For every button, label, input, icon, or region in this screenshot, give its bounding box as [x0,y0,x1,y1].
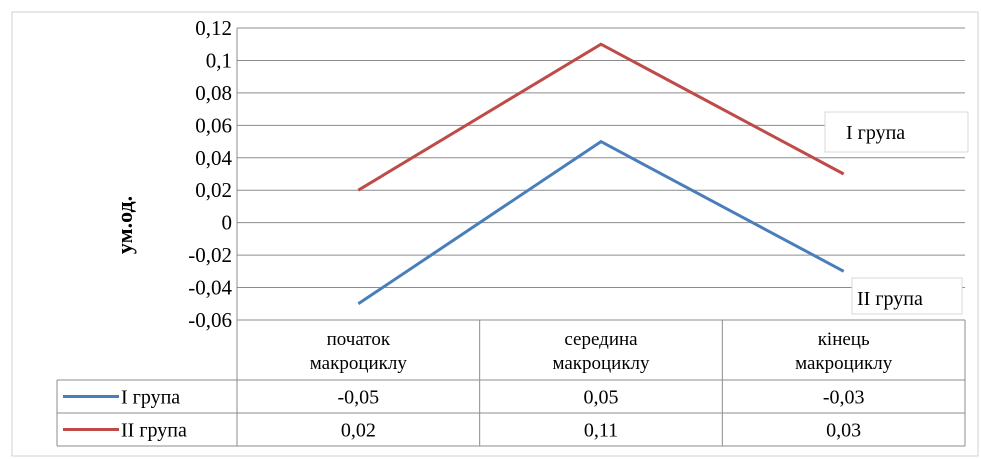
annotation-ii-group: I група [824,111,969,153]
y-tick-label: 0,06 [195,113,232,137]
x-category-label: кінець [818,329,870,350]
series-line [357,42,845,192]
data-table-cell: 0,11 [584,420,618,442]
legend-label: I група [121,387,180,409]
x-category-label: макроциклу [310,353,408,374]
series-line [357,139,845,306]
x-category-label: середина [564,329,638,350]
y-tick-label: 0,12 [195,16,232,40]
y-tick-label: 0,02 [195,178,232,202]
chart-border [11,11,979,457]
y-tick-label: -0,06 [188,308,232,332]
legend-label: II група [121,420,187,442]
y-axis-label: ум.од. [112,196,137,254]
y-tick-label: 0 [222,211,233,235]
data-table-cell: -0,03 [823,387,865,409]
y-tick-labels: 0,12 0,1 0,08 0,06 0,04 0,02 0 -0,02 -0,04 -0,06 [188,16,232,332]
y-tick-label: -0,02 [188,243,232,267]
y-tick-label: 0,1 [206,48,232,72]
y-tick-label: 0,08 [195,81,232,105]
data-table-cell: 0,03 [826,420,861,442]
annotation-i-group: II група [851,277,963,315]
data-table-cell: -0,05 [337,387,379,409]
y-tick-label: 0,04 [195,146,232,170]
data-table: початок макроциклу середина макроциклу кінец… [56,320,966,447]
y-tick-label: -0,04 [188,276,232,300]
gridlines [236,27,965,321]
annotation-ii-group-text: I група [846,122,905,144]
x-category-label: макроциклу [795,353,893,374]
series-lines [357,42,845,306]
x-category-label: початок [327,329,391,350]
annotation-i-group-text: II група [857,288,923,310]
data-table-cell: 0,05 [584,387,619,409]
data-table-cell: 0,02 [341,420,376,442]
x-category-label: макроциклу [552,353,650,374]
